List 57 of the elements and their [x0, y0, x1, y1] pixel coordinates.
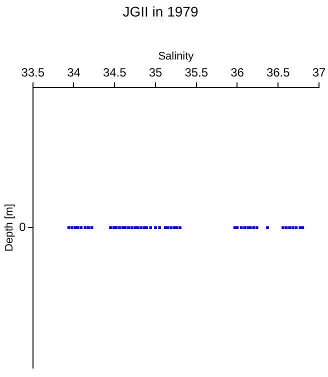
x-axis-title: Salinity — [158, 50, 194, 62]
point — [252, 226, 256, 230]
point — [112, 226, 116, 230]
point — [136, 226, 139, 230]
point — [248, 226, 252, 230]
point — [233, 226, 236, 230]
x-tick-label: 34.5 — [102, 66, 127, 80]
point — [70, 226, 74, 230]
point — [74, 226, 77, 230]
point — [294, 226, 298, 230]
x-tick-label: 35.5 — [184, 66, 208, 80]
x-tick-label: 33.5 — [21, 66, 45, 80]
point — [87, 226, 90, 230]
x-tick-label: 35 — [148, 66, 162, 80]
point — [149, 226, 152, 230]
point — [139, 226, 142, 230]
x-tick-label: 36.5 — [266, 66, 290, 80]
point — [170, 226, 172, 230]
point — [246, 226, 250, 230]
point — [118, 226, 121, 230]
x-tick-label: 36 — [230, 66, 244, 80]
point — [175, 226, 178, 230]
point — [243, 226, 246, 230]
point — [154, 226, 157, 230]
point — [114, 226, 118, 230]
point — [255, 226, 258, 230]
x-tick-label: 34 — [67, 66, 81, 80]
point — [124, 226, 127, 230]
point — [76, 226, 80, 230]
point — [282, 226, 284, 230]
point — [67, 226, 70, 230]
point — [240, 226, 243, 230]
chart-title: JGII in 1979 — [122, 3, 198, 20]
point — [130, 226, 134, 230]
point — [164, 226, 167, 230]
point — [291, 226, 294, 230]
point — [178, 226, 182, 230]
point — [158, 226, 161, 230]
point — [288, 226, 291, 230]
point — [84, 226, 87, 230]
point — [127, 226, 130, 230]
point — [80, 226, 83, 230]
point — [266, 226, 269, 230]
point — [236, 226, 239, 230]
point — [142, 226, 146, 230]
point — [166, 226, 170, 230]
point — [284, 226, 288, 230]
x-tick-label: 37 — [312, 66, 326, 80]
point — [109, 226, 112, 230]
point — [90, 226, 94, 230]
point — [145, 226, 148, 230]
point — [172, 226, 176, 230]
point — [121, 226, 124, 230]
point — [134, 226, 136, 230]
y-axis-title: Depth [m] — [4, 204, 16, 252]
point — [301, 226, 304, 230]
y-tick-label: 0 — [19, 220, 26, 234]
